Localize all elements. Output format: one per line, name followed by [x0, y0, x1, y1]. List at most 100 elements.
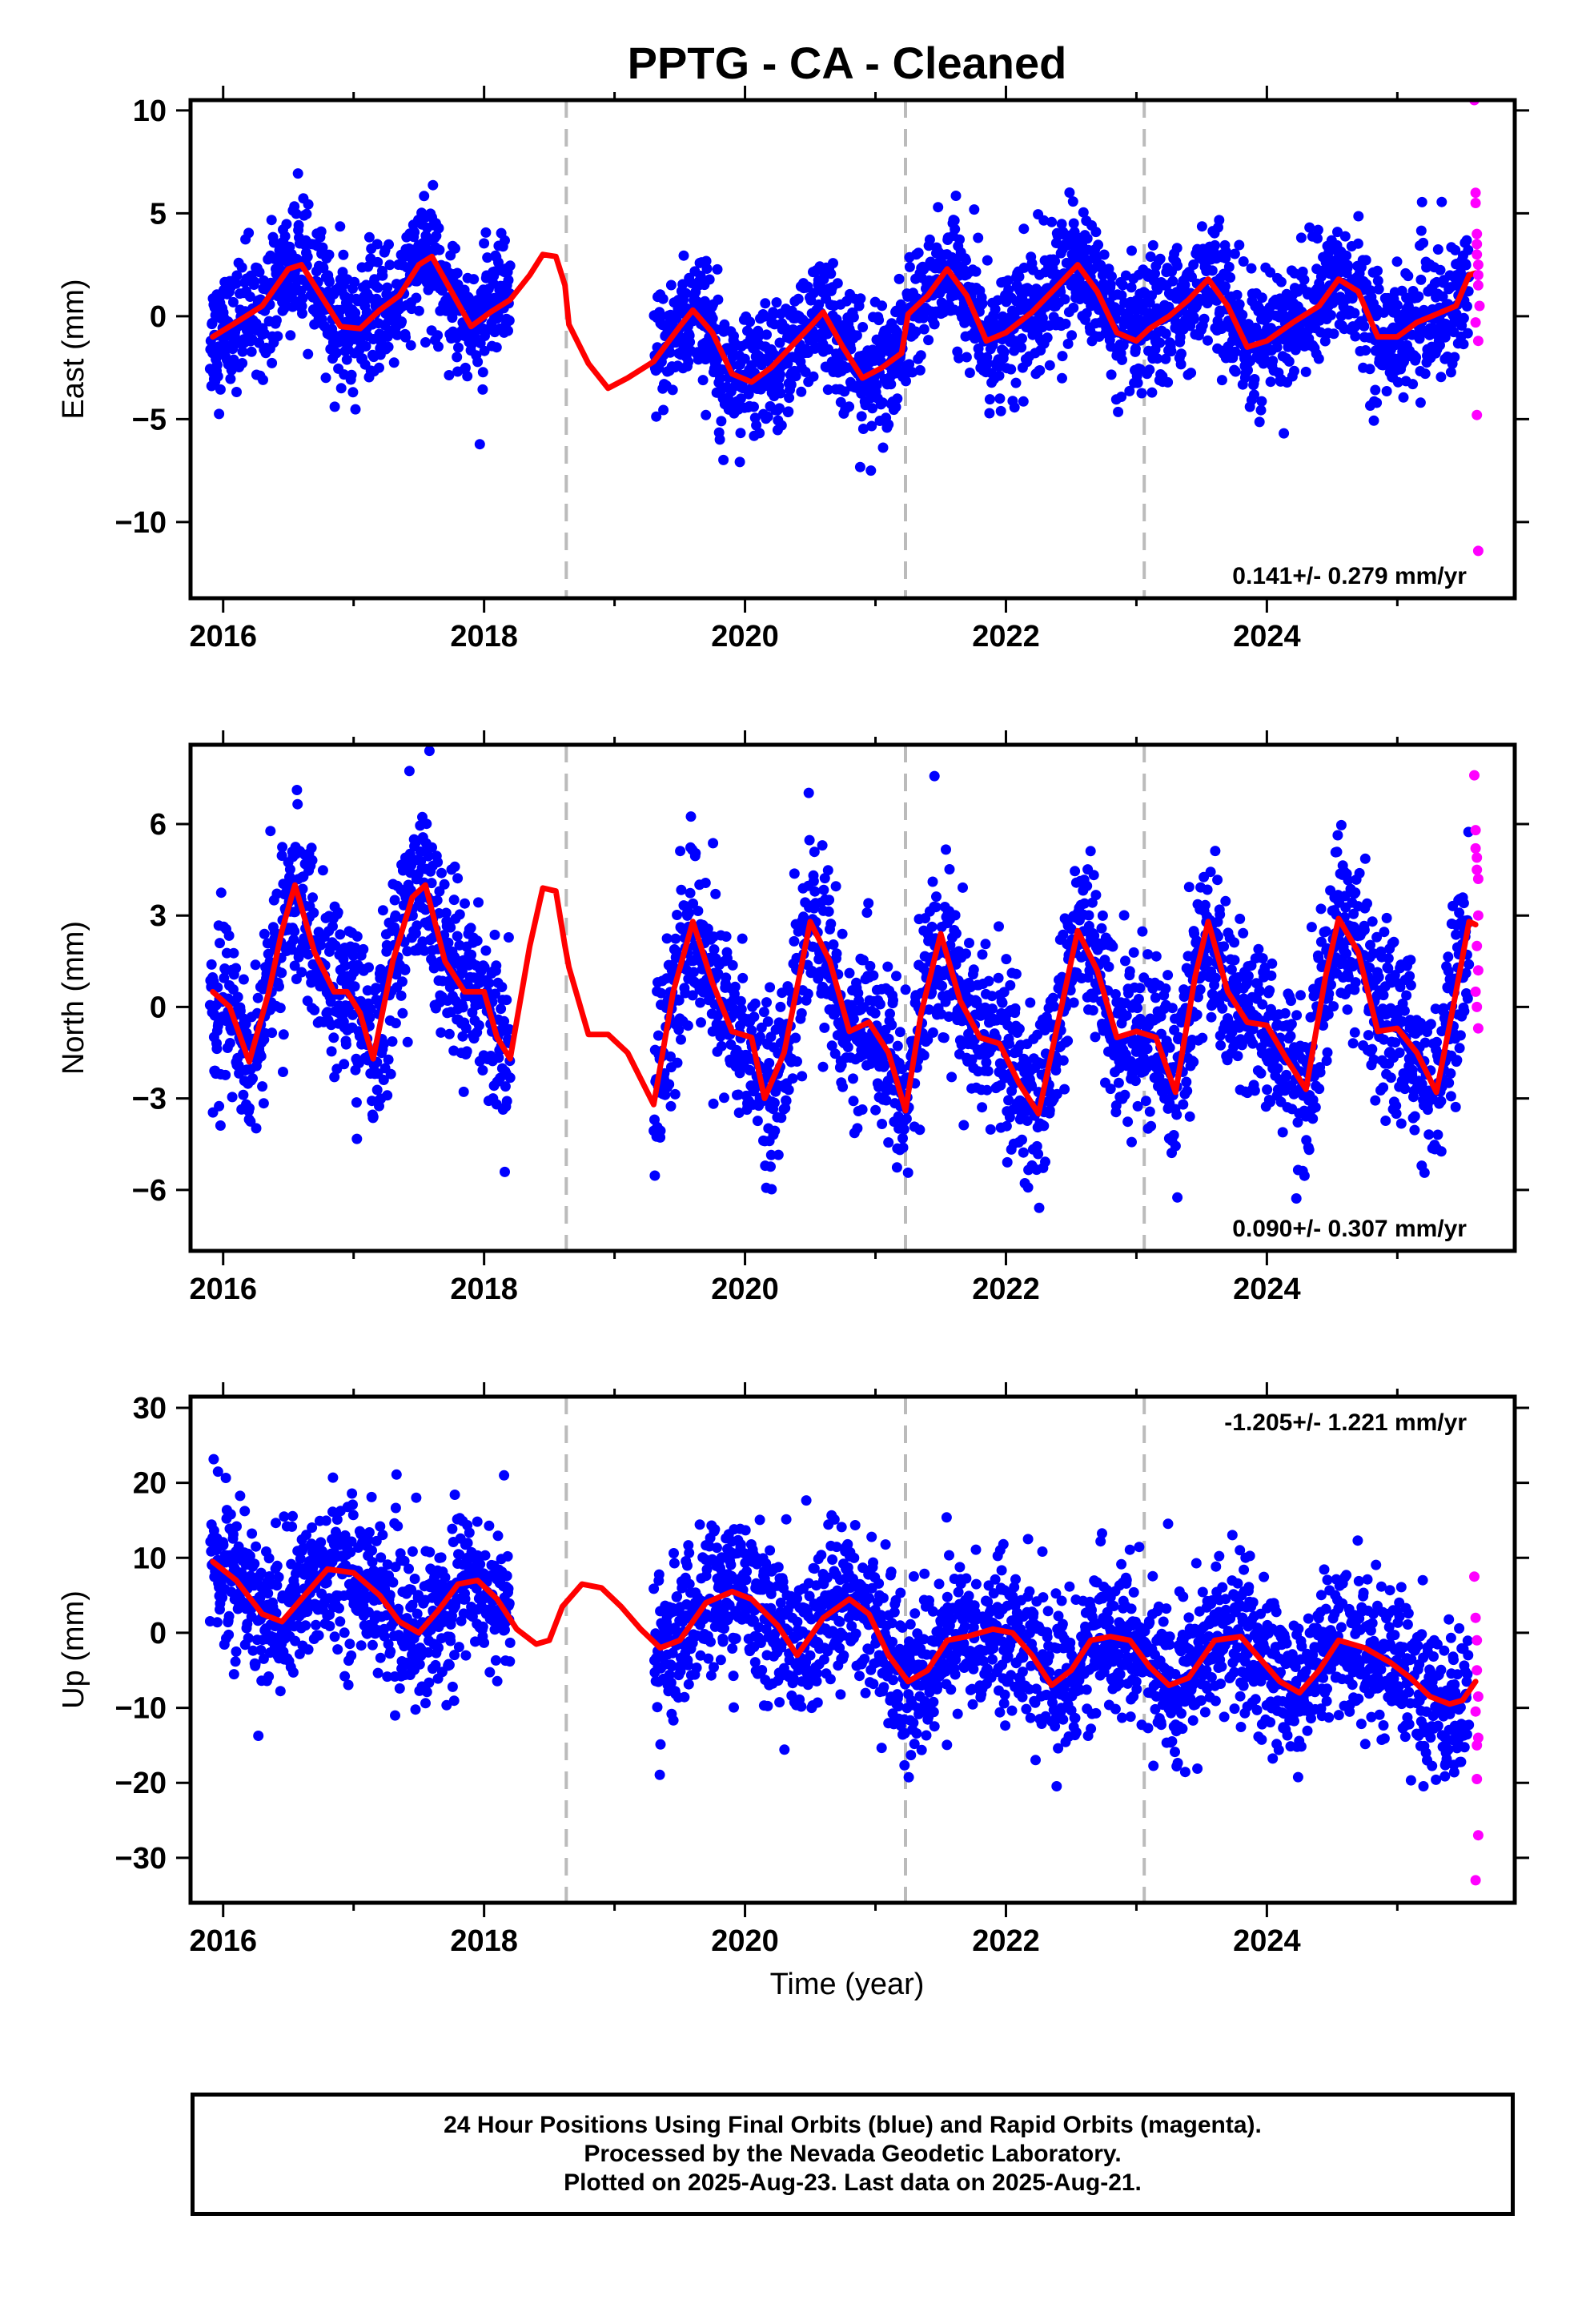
- final-orbit-point: [279, 231, 291, 242]
- final-orbit-point: [1182, 1085, 1193, 1096]
- final-orbit-point: [473, 1019, 484, 1031]
- final-orbit-point: [1215, 1039, 1227, 1051]
- final-orbit-point: [977, 1102, 988, 1113]
- final-orbit-point: [1064, 187, 1075, 198]
- final-orbit-point: [853, 987, 864, 999]
- final-orbit-point: [235, 1005, 246, 1016]
- final-orbit-point: [1170, 1140, 1181, 1152]
- final-orbit-point: [434, 244, 445, 255]
- final-orbit-point: [1319, 336, 1331, 347]
- final-orbit-point: [335, 304, 347, 316]
- final-orbit-point: [665, 347, 676, 358]
- final-orbit-point: [687, 990, 698, 1001]
- final-orbit-point: [924, 1004, 934, 1015]
- final-orbit-point: [735, 393, 746, 404]
- final-orbit-point: [1460, 259, 1472, 271]
- final-orbit-point: [950, 910, 961, 921]
- final-orbit-points: [204, 746, 1475, 1213]
- final-orbit-point: [237, 346, 248, 357]
- final-orbit-point: [1450, 244, 1461, 255]
- final-orbit-point: [1059, 294, 1070, 305]
- final-orbit-point: [1059, 1084, 1070, 1095]
- final-orbit-point: [854, 461, 865, 472]
- final-orbit-point: [484, 978, 495, 989]
- final-orbit-point: [1162, 970, 1174, 981]
- final-orbit-point: [1176, 348, 1186, 360]
- final-orbit-point: [420, 904, 431, 915]
- final-orbit-point: [219, 972, 230, 983]
- final-orbit-point: [1392, 376, 1403, 388]
- final-orbit-point: [1219, 281, 1231, 292]
- final-orbit-point: [946, 1072, 958, 1083]
- final-orbit-point: [500, 1081, 511, 1092]
- final-orbit-point: [869, 1007, 881, 1019]
- final-orbit-point: [1124, 385, 1135, 396]
- final-orbit-point: [335, 221, 346, 232]
- final-orbit-point: [339, 1059, 350, 1070]
- x-tick-label: 2016: [189, 620, 257, 653]
- final-orbit-point: [904, 359, 915, 370]
- final-orbit-point: [1173, 1031, 1184, 1043]
- final-orbit-point: [432, 330, 444, 341]
- final-orbit-point: [915, 350, 926, 361]
- final-orbit-point: [894, 1027, 905, 1038]
- final-orbit-point: [473, 897, 484, 908]
- final-orbit-point: [796, 1007, 807, 1019]
- final-orbit-point: [225, 373, 236, 384]
- final-orbit-point: [1050, 1065, 1062, 1076]
- final-orbit-point: [776, 420, 787, 431]
- final-orbit-point: [390, 910, 401, 921]
- final-orbit-point: [822, 865, 833, 876]
- x-tick-label: 2018: [450, 620, 518, 653]
- final-orbit-point: [292, 798, 303, 810]
- final-orbit-point: [383, 239, 394, 250]
- final-orbit-point: [1401, 292, 1412, 304]
- final-orbit-point: [689, 967, 699, 978]
- final-orbit-point: [426, 878, 437, 889]
- final-orbit-point: [1461, 301, 1472, 312]
- final-orbit-point: [927, 876, 938, 887]
- final-orbit-point: [866, 420, 877, 432]
- final-orbit-point: [284, 864, 295, 875]
- final-orbit-point: [1146, 387, 1158, 398]
- final-orbit-point: [752, 1116, 763, 1127]
- final-orbit-point: [664, 1079, 675, 1090]
- final-orbit-point: [819, 1022, 830, 1033]
- final-orbit-point: [493, 1052, 504, 1063]
- final-orbit-point: [1144, 364, 1155, 376]
- final-orbit-point: [652, 1030, 664, 1041]
- final-orbit-point: [1463, 244, 1474, 255]
- final-orbit-point: [982, 358, 994, 369]
- final-orbit-point: [1106, 271, 1117, 282]
- final-orbit-point: [349, 981, 360, 992]
- final-orbit-point: [1445, 367, 1456, 378]
- final-orbit-point: [1415, 225, 1427, 236]
- y-tick-label: 0: [150, 300, 167, 334]
- final-orbit-point: [891, 1162, 902, 1173]
- final-orbit-point: [396, 990, 407, 1001]
- final-orbit-point: [449, 861, 460, 872]
- final-orbit-point: [877, 300, 888, 312]
- final-orbit-point: [1359, 320, 1370, 332]
- final-orbit-point: [844, 967, 855, 979]
- final-orbit-point: [1031, 1140, 1042, 1152]
- final-orbit-point: [893, 273, 905, 284]
- rapid-orbit-point: [1472, 409, 1483, 420]
- final-orbit-point: [327, 921, 338, 932]
- final-orbit-point: [797, 1071, 808, 1082]
- final-orbit-point: [914, 1124, 926, 1136]
- final-orbit-point: [461, 327, 472, 338]
- final-orbit-point: [804, 834, 815, 846]
- final-orbit-point: [1042, 332, 1053, 344]
- final-orbit-point: [709, 944, 720, 955]
- final-orbit-point: [309, 1004, 320, 1015]
- final-orbit-point: [888, 995, 898, 1006]
- rapid-orbit-points: [1469, 100, 1485, 557]
- final-orbit-point: [690, 847, 701, 858]
- final-orbit-point: [335, 929, 346, 940]
- final-orbit-point: [837, 1081, 849, 1092]
- final-orbit-point: [472, 356, 484, 368]
- final-orbit-point: [1178, 1099, 1189, 1110]
- y-tick-label: −5: [132, 403, 167, 436]
